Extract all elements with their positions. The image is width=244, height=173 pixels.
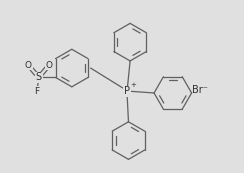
Text: P: P [124,86,130,96]
Text: Br⁻: Br⁻ [192,85,208,95]
Text: F: F [35,86,40,95]
Text: +: + [130,82,136,88]
Text: O: O [46,61,52,70]
Text: O: O [25,61,32,70]
Text: S: S [36,72,42,82]
